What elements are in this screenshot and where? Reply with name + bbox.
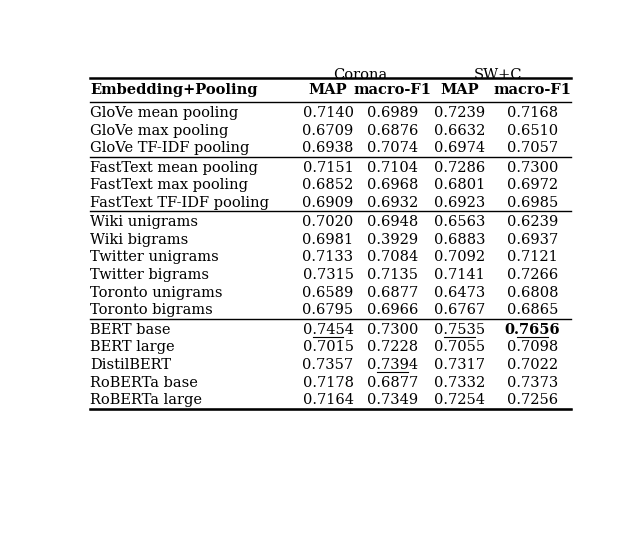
Text: 0.7535: 0.7535 — [434, 322, 485, 336]
Text: 0.7164: 0.7164 — [303, 393, 353, 407]
Text: 0.6563: 0.6563 — [434, 215, 485, 229]
Text: 0.7454: 0.7454 — [303, 322, 353, 336]
Text: 0.6989: 0.6989 — [367, 106, 418, 120]
Text: 0.6632: 0.6632 — [434, 124, 485, 138]
Text: 0.6937: 0.6937 — [507, 233, 558, 247]
Text: GloVe TF-IDF pooling: GloVe TF-IDF pooling — [90, 141, 250, 155]
Text: 0.6909: 0.6909 — [302, 196, 354, 210]
Text: 0.7135: 0.7135 — [367, 268, 418, 282]
Text: 0.6883: 0.6883 — [434, 233, 485, 247]
Text: 0.7266: 0.7266 — [507, 268, 558, 282]
Text: 0.7057: 0.7057 — [507, 141, 558, 155]
Text: 0.6876: 0.6876 — [367, 124, 418, 138]
Text: 0.7239: 0.7239 — [434, 106, 485, 120]
Text: 0.6877: 0.6877 — [367, 286, 418, 300]
Text: macro-F1: macro-F1 — [493, 84, 572, 98]
Text: Embedding+Pooling: Embedding+Pooling — [90, 84, 257, 98]
Text: 0.6966: 0.6966 — [367, 303, 418, 317]
Text: 0.7254: 0.7254 — [434, 393, 485, 407]
Text: BERT base: BERT base — [90, 322, 170, 336]
Text: 0.7168: 0.7168 — [507, 106, 558, 120]
Text: FastText mean pooling: FastText mean pooling — [90, 160, 258, 175]
Text: Twitter bigrams: Twitter bigrams — [90, 268, 209, 282]
Text: 0.7228: 0.7228 — [367, 340, 418, 354]
Text: Toronto unigrams: Toronto unigrams — [90, 286, 223, 300]
Text: 0.7104: 0.7104 — [367, 160, 418, 175]
Text: 0.6795: 0.6795 — [303, 303, 353, 317]
Text: 0.6865: 0.6865 — [507, 303, 558, 317]
Text: 0.6473: 0.6473 — [434, 286, 485, 300]
Text: 0.7394: 0.7394 — [367, 358, 418, 372]
Text: 0.6767: 0.6767 — [434, 303, 485, 317]
Text: 0.7151: 0.7151 — [303, 160, 353, 175]
Text: GloVe max pooling: GloVe max pooling — [90, 124, 228, 138]
Text: SW+C: SW+C — [474, 68, 522, 83]
Text: 0.7178: 0.7178 — [303, 376, 353, 390]
Text: 0.7357: 0.7357 — [303, 358, 353, 372]
Text: 0.6808: 0.6808 — [507, 286, 558, 300]
Text: 0.7656: 0.7656 — [505, 322, 561, 336]
Text: 0.7349: 0.7349 — [367, 393, 418, 407]
Text: 0.6852: 0.6852 — [302, 178, 354, 192]
Text: 0.6948: 0.6948 — [367, 215, 418, 229]
Text: 0.7098: 0.7098 — [507, 340, 558, 354]
Text: 0.6932: 0.6932 — [367, 196, 418, 210]
Text: BERT large: BERT large — [90, 340, 175, 354]
Text: GloVe mean pooling: GloVe mean pooling — [90, 106, 238, 120]
Text: 0.7315: 0.7315 — [303, 268, 353, 282]
Text: 0.6923: 0.6923 — [434, 196, 485, 210]
Text: 0.6972: 0.6972 — [507, 178, 558, 192]
Text: Twitter unigrams: Twitter unigrams — [90, 251, 219, 264]
Text: 0.6985: 0.6985 — [507, 196, 558, 210]
Text: 0.6510: 0.6510 — [507, 124, 558, 138]
Text: 0.7300: 0.7300 — [507, 160, 558, 175]
Text: 0.7121: 0.7121 — [508, 251, 558, 264]
Text: 0.6589: 0.6589 — [302, 286, 354, 300]
Text: RoBERTa base: RoBERTa base — [90, 376, 198, 390]
Text: 0.7133: 0.7133 — [303, 251, 353, 264]
Text: FastText TF-IDF pooling: FastText TF-IDF pooling — [90, 196, 269, 210]
Text: 0.7332: 0.7332 — [434, 376, 485, 390]
Text: 0.7074: 0.7074 — [367, 141, 418, 155]
Text: 0.6981: 0.6981 — [303, 233, 353, 247]
Text: MAP: MAP — [440, 84, 479, 98]
Text: 0.6938: 0.6938 — [302, 141, 354, 155]
Text: Corona: Corona — [333, 68, 387, 83]
Text: 0.6801: 0.6801 — [434, 178, 485, 192]
Text: 0.7373: 0.7373 — [507, 376, 558, 390]
Text: 0.7020: 0.7020 — [302, 215, 354, 229]
Text: RoBERTa large: RoBERTa large — [90, 393, 202, 407]
Text: 0.6974: 0.6974 — [434, 141, 485, 155]
Text: Wiki unigrams: Wiki unigrams — [90, 215, 198, 229]
Text: Wiki bigrams: Wiki bigrams — [90, 233, 188, 247]
Text: 0.7317: 0.7317 — [434, 358, 485, 372]
Text: 0.7256: 0.7256 — [507, 393, 558, 407]
Text: 0.6709: 0.6709 — [302, 124, 354, 138]
Text: 0.7140: 0.7140 — [303, 106, 353, 120]
Text: 0.3929: 0.3929 — [367, 233, 418, 247]
Text: DistilBERT: DistilBERT — [90, 358, 171, 372]
Text: 0.7286: 0.7286 — [434, 160, 485, 175]
Text: 0.7084: 0.7084 — [367, 251, 418, 264]
Text: 0.6877: 0.6877 — [367, 376, 418, 390]
Text: 0.7015: 0.7015 — [303, 340, 353, 354]
Text: 0.7300: 0.7300 — [367, 322, 418, 336]
Text: MAP: MAP — [308, 84, 348, 98]
Text: 0.6968: 0.6968 — [367, 178, 418, 192]
Text: FastText max pooling: FastText max pooling — [90, 178, 248, 192]
Text: 0.7055: 0.7055 — [434, 340, 485, 354]
Text: Toronto bigrams: Toronto bigrams — [90, 303, 212, 317]
Text: macro-F1: macro-F1 — [353, 84, 431, 98]
Text: 0.7141: 0.7141 — [434, 268, 485, 282]
Text: 0.7092: 0.7092 — [434, 251, 485, 264]
Text: 0.7022: 0.7022 — [507, 358, 558, 372]
Text: 0.6239: 0.6239 — [507, 215, 558, 229]
